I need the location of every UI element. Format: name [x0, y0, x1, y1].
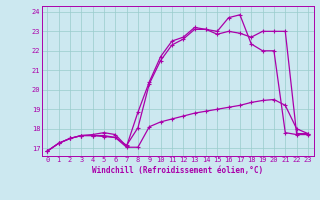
X-axis label: Windchill (Refroidissement éolien,°C): Windchill (Refroidissement éolien,°C) [92, 166, 263, 175]
